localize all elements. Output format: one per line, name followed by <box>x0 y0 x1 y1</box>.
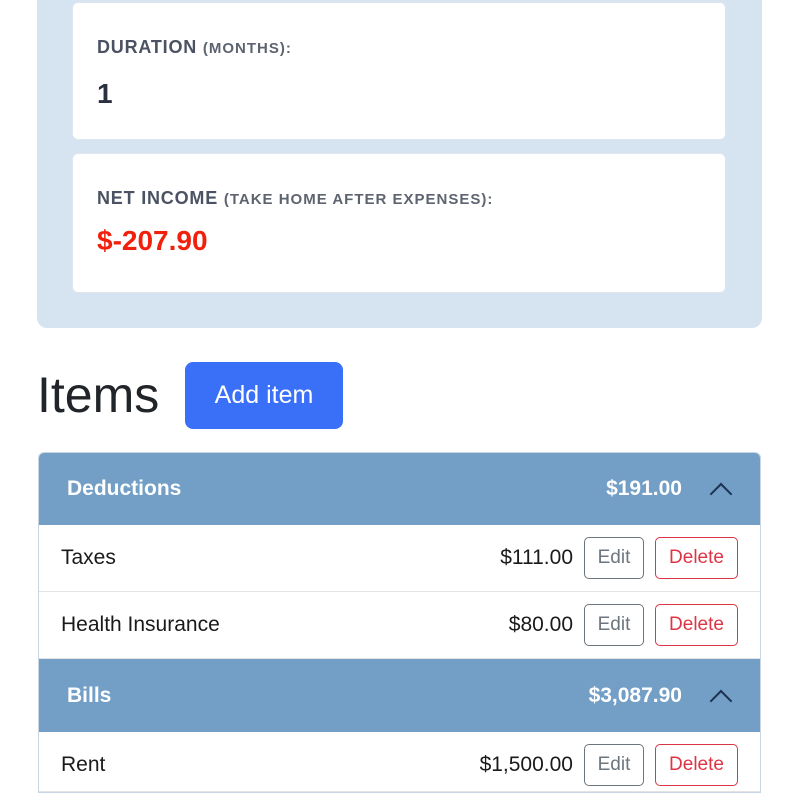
chevron-up-icon[interactable] <box>708 477 732 501</box>
items-accordion: Deductions $191.00 Taxes $111.00 Edit De… <box>38 452 761 793</box>
duration-value: 1 <box>97 78 113 109</box>
edit-button[interactable]: Edit <box>584 604 644 646</box>
list-item: Taxes $111.00 Edit Delete <box>39 525 760 592</box>
duration-label: Duration (months): <box>97 37 292 57</box>
group-name: Bills <box>67 683 112 707</box>
net-income-label: Net income (take home after expenses): <box>97 188 494 208</box>
edit-button[interactable]: Edit <box>584 537 644 579</box>
item-name: Health Insurance <box>61 613 220 636</box>
group-total: $191.00 <box>606 477 682 500</box>
net-income-value: $-207.90 <box>97 225 208 256</box>
delete-button[interactable]: Delete <box>655 537 738 579</box>
group-header-deductions[interactable]: Deductions $191.00 <box>39 453 760 525</box>
item-amount: $80.00 <box>508 613 573 636</box>
item-name: Taxes <box>61 546 116 569</box>
group-name: Deductions <box>67 477 182 500</box>
list-item: Health Insurance $80.00 Edit Delete <box>39 592 760 659</box>
net-income-card: Net income (take home after expenses): $… <box>72 153 726 293</box>
items-heading: Items <box>37 367 160 423</box>
group-header-bills[interactable]: Bills $3,087.90 <box>39 659 760 732</box>
item-amount: $1,500.00 <box>479 753 573 776</box>
delete-button[interactable]: Delete <box>655 604 738 646</box>
item-amount: $111.00 <box>500 546 573 569</box>
item-name: Rent <box>61 753 106 776</box>
list-item: Rent $1,500.00 Edit Delete <box>39 732 760 792</box>
delete-button[interactable]: Delete <box>655 744 738 786</box>
chevron-up-icon[interactable] <box>708 684 732 708</box>
edit-button[interactable]: Edit <box>584 744 644 786</box>
group-total: $3,087.90 <box>588 683 682 707</box>
add-item-button[interactable]: Add item <box>185 362 343 429</box>
duration-card: Duration (months): 1 <box>72 2 726 140</box>
